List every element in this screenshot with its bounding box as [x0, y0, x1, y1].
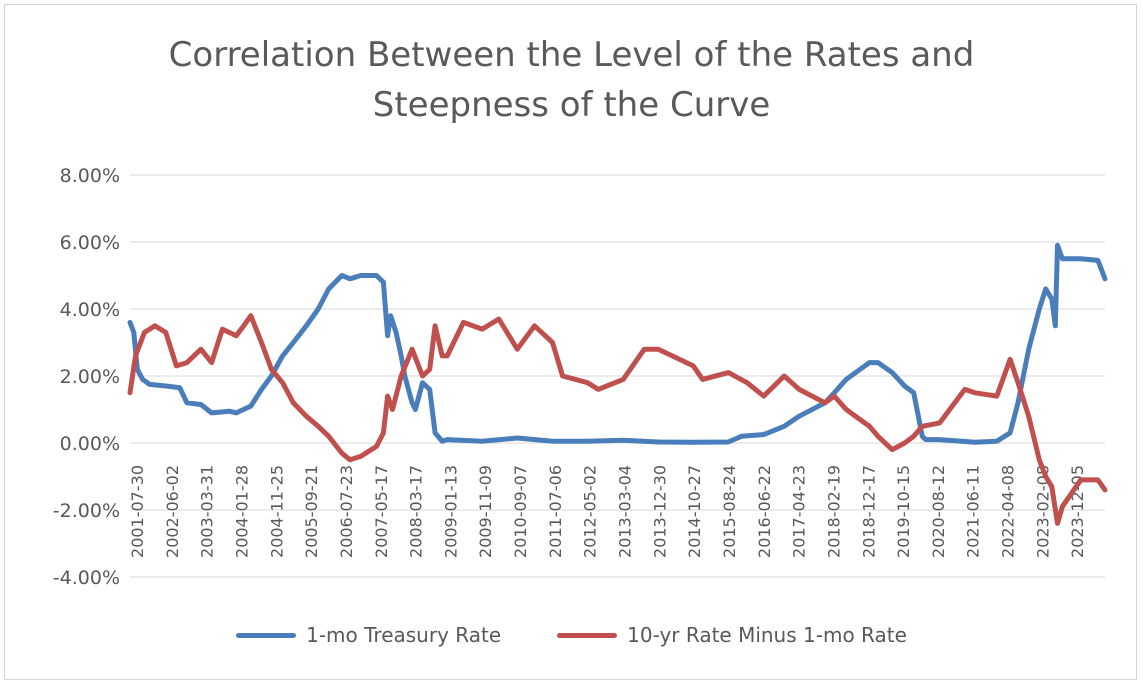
legend-label-treasury: 1-mo Treasury Rate [306, 623, 502, 647]
y-tick-label: 8.00% [60, 165, 120, 187]
x-tick-label: 2012-05-02 [581, 465, 600, 558]
y-tick-label: 0.00% [60, 433, 120, 455]
x-tick-label: 2023-02-08 [1033, 465, 1052, 558]
x-tick-label: 2008-03-17 [407, 465, 426, 558]
chart-frame [4, 4, 1137, 680]
x-tick-label: 2016-06-22 [755, 465, 774, 558]
x-tick-label: 2022-04-08 [999, 465, 1018, 558]
y-tick-label: 6.00% [60, 232, 120, 254]
chart-title-line-1: Correlation Between the Level of the Rat… [168, 35, 975, 75]
x-tick-label: 2020-08-12 [929, 465, 948, 558]
x-tick-label: 2005-09-21 [302, 465, 321, 558]
x-tick-label: 2014-10-27 [685, 465, 704, 558]
x-tick-label: 2013-03-04 [616, 465, 635, 558]
x-tick-label: 2013-12-30 [650, 465, 669, 558]
legend-item-spread: 10-yr Rate Minus 1-mo Rate [557, 623, 907, 647]
x-tick-label: 2003-03-31 [198, 465, 217, 558]
chart-title: Correlation Between the Level of the Rat… [0, 30, 1143, 130]
x-tick-label: 2018-12-17 [859, 465, 878, 558]
y-tick-label: -2.00% [53, 500, 120, 522]
x-tick-label: 2006-07-23 [337, 465, 356, 558]
legend-label-spread: 10-yr Rate Minus 1-mo Rate [627, 623, 907, 647]
y-tick-label: -4.00% [53, 567, 120, 589]
x-tick-label: 2011-07-06 [546, 465, 565, 558]
x-tick-label: 2009-11-09 [476, 465, 495, 558]
x-tick-label: 2018-02-19 [824, 465, 843, 558]
y-tick-label: 2.00% [60, 366, 120, 388]
x-tick-label: 2004-01-28 [232, 465, 251, 558]
x-tick-label: 2004-11-25 [267, 465, 286, 558]
legend-swatch-treasury [236, 632, 297, 638]
series-line-treasury [127, 242, 1108, 445]
x-tick-label: 2021-06-11 [964, 465, 983, 558]
chart-title-line-2: Steepness of the Curve [372, 85, 771, 125]
legend-swatch-spread [557, 632, 618, 638]
x-tick-label: 2010-09-07 [511, 465, 530, 558]
x-tick-label: 2002-06-02 [163, 465, 182, 558]
chart-legend: 1-mo Treasury Rate 10-yr Rate Minus 1-mo… [0, 620, 1143, 650]
legend-item-treasury: 1-mo Treasury Rate [236, 623, 501, 647]
x-tick-label: 2001-07-30 [128, 465, 147, 558]
x-tick-label: 2019-10-15 [894, 465, 913, 558]
series-line-spread [127, 313, 1108, 526]
x-tick-label: 2009-01-13 [441, 465, 460, 558]
x-tick-label: 2017-04-23 [790, 465, 809, 558]
x-tick-label: 2015-08-24 [720, 465, 739, 558]
y-tick-label: 4.00% [60, 299, 120, 321]
x-tick-label: 2007-05-17 [372, 465, 391, 558]
